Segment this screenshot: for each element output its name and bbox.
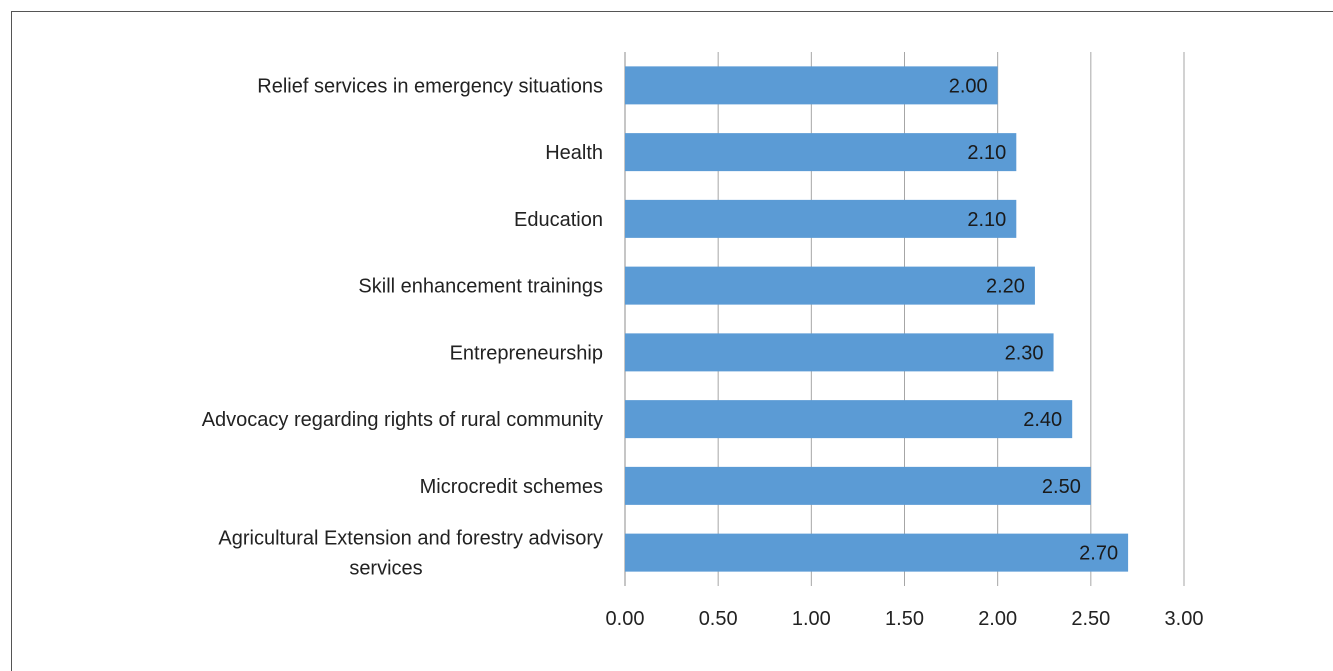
category-label: Entrepreneurship [450,342,603,364]
category-labels: Relief services in emergency situations H… [202,75,603,579]
category-label: Advocacy regarding rights of rural commu… [202,409,603,431]
x-tick-label: 0.50 [699,608,738,630]
data-label: 2.70 [1079,543,1118,565]
category-label: Relief services in emergency situations [257,75,603,97]
data-label: 2.00 [949,75,988,97]
data-label: 2.50 [1042,476,1081,498]
bars: 2.00 2.10 2.10 2.20 2.30 2.40 2.50 2.70 [625,66,1129,572]
category-label: Skill enhancement trainings [358,276,603,298]
data-label: 2.30 [1005,342,1044,364]
bar [625,266,1035,305]
x-tick-label: 2.50 [1071,608,1110,630]
category-label: Health [545,142,603,164]
gridlines [624,52,1185,586]
bar [625,400,1073,439]
bar [625,199,1017,238]
category-label: services [349,558,422,580]
data-label: 2.40 [1023,409,1062,431]
x-tick-label: 1.00 [792,608,831,630]
bar [625,533,1129,572]
category-label: Microcredit schemes [420,476,603,498]
x-tick-label: 2.00 [978,608,1017,630]
bar [625,66,998,105]
data-label: 2.10 [967,142,1006,164]
x-tick-label: 3.00 [1165,608,1204,630]
bar [625,333,1054,372]
bar [625,133,1017,172]
data-label: 2.20 [986,276,1025,298]
x-tick-labels: 0.00 0.50 1.00 1.50 2.00 2.50 3.00 [606,608,1204,630]
x-tick-label: 1.50 [885,608,924,630]
category-label: Agricultural Extension and forestry advi… [218,528,603,550]
bar [625,466,1091,505]
category-label: Education [514,209,603,231]
x-tick-label: 0.00 [606,608,645,630]
data-label: 2.10 [967,209,1006,231]
